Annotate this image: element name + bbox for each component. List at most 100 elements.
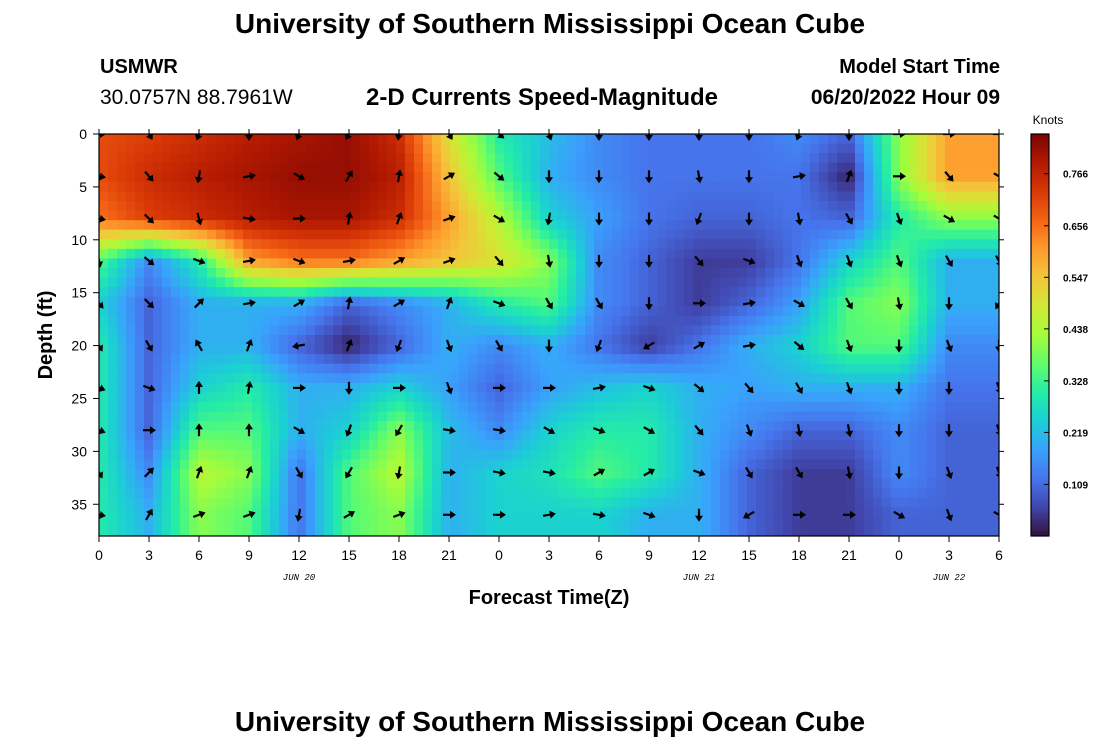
- heatmap-cell: [351, 516, 361, 528]
- heatmap-cell: [468, 363, 478, 374]
- heatmap-cell: [972, 229, 982, 240]
- heatmap-cell: [549, 210, 559, 221]
- heatmap-cell: [432, 344, 442, 355]
- heatmap-cell: [882, 354, 892, 365]
- heatmap-cell: [252, 162, 262, 173]
- heatmap-cell: [423, 344, 433, 355]
- heatmap-cell: [585, 459, 595, 470]
- heatmap-cell: [585, 143, 595, 154]
- heatmap-cell: [747, 191, 757, 202]
- heatmap-cell: [801, 402, 811, 413]
- heatmap-cell: [252, 344, 262, 355]
- heatmap-cell: [153, 191, 163, 202]
- current-arrow: [145, 134, 153, 141]
- heatmap-cell: [126, 411, 136, 422]
- heatmap-cell: [693, 172, 703, 183]
- heatmap-cell: [909, 373, 919, 384]
- heatmap-cell: [855, 507, 865, 518]
- heatmap-cell: [729, 382, 739, 394]
- heatmap-cell: [288, 440, 298, 451]
- heatmap-cell: [927, 497, 937, 508]
- heatmap-cell: [351, 488, 361, 499]
- heatmap-cell: [252, 421, 262, 432]
- heatmap-cell: [684, 229, 694, 240]
- heatmap-cell: [711, 229, 721, 240]
- heatmap-cell: [630, 181, 640, 193]
- heatmap-cell: [135, 411, 145, 422]
- heatmap-cell: [414, 363, 424, 374]
- heatmap-cell: [234, 497, 244, 508]
- heatmap-cell: [540, 153, 550, 164]
- heatmap-cell: [702, 430, 712, 441]
- heatmap-cell: [909, 478, 919, 489]
- heatmap-cell: [666, 526, 676, 536]
- heatmap-cell: [558, 239, 568, 250]
- heatmap-cell: [621, 229, 631, 240]
- heatmap-cell: [936, 469, 946, 480]
- heatmap-cell: [945, 402, 955, 413]
- heatmap-cell: [855, 382, 865, 394]
- heatmap-cell: [432, 229, 442, 240]
- heatmap-cell: [603, 488, 613, 499]
- heatmap-cell: [117, 430, 127, 441]
- heatmap-cell: [927, 191, 937, 202]
- heatmap-cell: [423, 181, 433, 193]
- heatmap-cell: [567, 469, 577, 480]
- heatmap-cell: [729, 497, 739, 508]
- heatmap-cell: [585, 239, 595, 250]
- heatmap-cell: [153, 516, 163, 528]
- heatmap-cell: [594, 440, 604, 451]
- heatmap-cell: [720, 402, 730, 413]
- heatmap-cell: [315, 497, 325, 508]
- heatmap-cell: [99, 258, 109, 269]
- heatmap-cell: [693, 363, 703, 374]
- heatmap-cell: [117, 277, 127, 288]
- heatmap-cell: [918, 459, 928, 470]
- heatmap-cell: [630, 469, 640, 480]
- heatmap-cell: [684, 134, 694, 145]
- heatmap-cell: [927, 315, 937, 327]
- heatmap-cell: [666, 421, 676, 432]
- heatmap-cell: [261, 421, 271, 432]
- heatmap-cell: [432, 153, 442, 164]
- heatmap-cell: [261, 277, 271, 288]
- heatmap-cell: [351, 306, 361, 317]
- heatmap-cell: [720, 268, 730, 279]
- heatmap-cell: [981, 325, 991, 336]
- heatmap-cell: [756, 449, 766, 461]
- heatmap-cell: [612, 440, 622, 451]
- heatmap-cell: [855, 402, 865, 413]
- heatmap-cell: [468, 411, 478, 422]
- heatmap-cell: [792, 268, 802, 279]
- heatmap-cell: [684, 239, 694, 250]
- heatmap-cell: [630, 296, 640, 307]
- heatmap-cell: [621, 344, 631, 355]
- heatmap-cell: [675, 421, 685, 432]
- current-arrow: [293, 172, 306, 181]
- heatmap-cell: [288, 402, 298, 413]
- heatmap-cell: [747, 488, 757, 499]
- heatmap-cell: [486, 287, 496, 298]
- heatmap-cell: [459, 143, 469, 154]
- heatmap-cell: [729, 335, 739, 346]
- heatmap-cell: [351, 354, 361, 365]
- heatmap-cell: [513, 201, 523, 212]
- heatmap-cell: [882, 402, 892, 413]
- heatmap-cell: [675, 134, 685, 145]
- heatmap-cell: [801, 153, 811, 164]
- heatmap-cell: [873, 229, 883, 240]
- heatmap-cell: [792, 153, 802, 164]
- heatmap-cell: [216, 153, 226, 164]
- heatmap-cell: [162, 248, 172, 260]
- heatmap-cell: [621, 497, 631, 508]
- heatmap-cell: [567, 277, 577, 288]
- heatmap-cell: [864, 306, 874, 317]
- heatmap-cell: [648, 440, 658, 451]
- heatmap-cell: [837, 306, 847, 317]
- heatmap-cell: [387, 315, 397, 327]
- heatmap-cell: [873, 201, 883, 212]
- heatmap-cell: [981, 153, 991, 164]
- heatmap-cell: [909, 526, 919, 536]
- heatmap-cell: [306, 201, 316, 212]
- heatmap-cell: [513, 354, 523, 365]
